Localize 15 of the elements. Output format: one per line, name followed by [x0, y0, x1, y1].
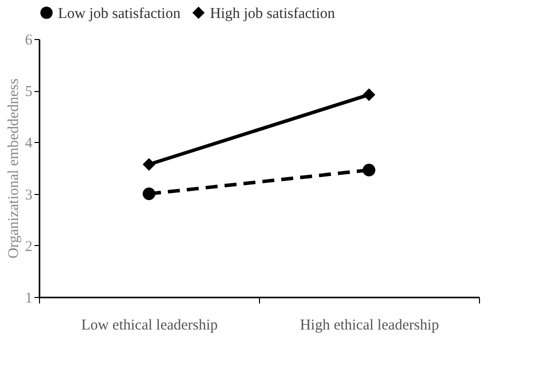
point — [362, 164, 376, 176]
y-tick-label: 4 — [25, 136, 33, 152]
legend-label: High job satisfaction — [210, 6, 336, 22]
y-tick-label: 5 — [25, 84, 32, 100]
x-tick-label: High ethical leadership — [300, 318, 440, 334]
y-tick-label: 1 — [25, 290, 32, 306]
legend-label: Low job satisfaction — [58, 6, 181, 22]
point — [362, 88, 376, 102]
x-tick-label: Low ethical leadership — [81, 318, 218, 334]
y-tick-label: 6 — [25, 32, 33, 48]
point — [142, 158, 156, 171]
y-tick-label: 3 — [25, 187, 32, 204]
y-axis-title: Organizational embeddedness — [6, 78, 22, 259]
point — [142, 187, 156, 200]
y-tick-label: 2 — [25, 238, 32, 255]
